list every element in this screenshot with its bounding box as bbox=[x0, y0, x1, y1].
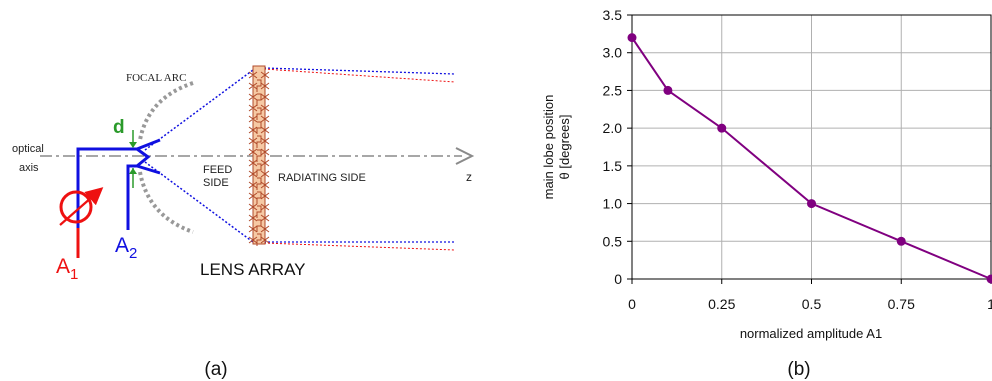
x-axis-label: normalized amplitude A1 bbox=[740, 326, 882, 341]
data-point bbox=[986, 274, 992, 284]
a2-label: A2 bbox=[115, 234, 137, 262]
feed-ray-lower bbox=[144, 161, 254, 243]
z-label: z bbox=[466, 170, 472, 184]
axis-label: axis bbox=[19, 162, 39, 174]
x-tick-label: 0.5 bbox=[802, 296, 822, 312]
y-tick-label: 0.5 bbox=[603, 233, 623, 249]
lens-array bbox=[248, 65, 270, 246]
data-point bbox=[627, 33, 637, 43]
phase-shifter-icon bbox=[59, 187, 104, 226]
caption-b: (b) bbox=[787, 359, 810, 380]
x-tick-label: 0.75 bbox=[888, 296, 915, 312]
y-axis-label-line2: θ [degrees] bbox=[557, 114, 572, 179]
feed-label: FEED bbox=[203, 164, 232, 176]
y-axis-label-line1: main lobe position bbox=[541, 95, 556, 200]
beam-upper-red bbox=[263, 68, 456, 83]
d-dimension-arrows bbox=[129, 130, 137, 188]
y-tick-label: 1.5 bbox=[603, 158, 623, 174]
feed-network bbox=[76, 138, 161, 258]
data-point bbox=[896, 236, 906, 246]
focal-arc-label: FOCAL ARC bbox=[126, 72, 186, 84]
x-tick-labels: 0 0.25 0.5 0.75 1 bbox=[628, 296, 992, 312]
side-label: SIDE bbox=[203, 177, 229, 189]
feed-a1-line bbox=[76, 147, 137, 255]
lens-array-diagram: FOCAL ARC d optical axis FEED SIDE RADIA… bbox=[12, 65, 475, 380]
focal-arc-lower bbox=[138, 171, 194, 234]
axis-arrow-icon bbox=[455, 147, 475, 165]
y-tick-label: 1.0 bbox=[603, 196, 623, 212]
radiating-side-label: RADIATING SIDE bbox=[278, 172, 366, 184]
chart-series bbox=[627, 33, 992, 284]
y-tick-label: 3.0 bbox=[603, 45, 623, 61]
lens-array-label: LENS ARRAY bbox=[200, 260, 306, 279]
y-tick-label: 3.5 bbox=[603, 7, 623, 23]
y-tick-label: 2.5 bbox=[603, 82, 623, 98]
y-tick-label: 0 bbox=[614, 271, 622, 287]
optical-label: optical bbox=[12, 143, 44, 155]
horn-icon bbox=[136, 138, 161, 175]
lens-delay-lines bbox=[256, 79, 262, 246]
feed-a2-line bbox=[126, 164, 137, 230]
y-tick-label: 2.0 bbox=[603, 120, 623, 136]
chart-grid bbox=[627, 14, 992, 284]
focal-arc-upper bbox=[138, 81, 194, 141]
data-point bbox=[717, 123, 727, 133]
caption-a: (a) bbox=[204, 359, 227, 380]
x-tick-label: 1 bbox=[987, 296, 992, 312]
series-line bbox=[631, 37, 992, 280]
data-point bbox=[807, 199, 816, 209]
data-point bbox=[663, 85, 673, 95]
y-tick-labels: 0 0.5 1.0 1.5 2.0 2.5 3.0 3.5 bbox=[603, 7, 623, 287]
x-tick-label: 0.25 bbox=[708, 296, 735, 312]
a1-label: A1 bbox=[56, 255, 78, 283]
lens-element-marks bbox=[248, 71, 270, 244]
d-label: d bbox=[113, 117, 125, 138]
x-tick-label: 0 bbox=[628, 296, 636, 312]
feed-ray-upper bbox=[144, 69, 254, 151]
plot-area-frame bbox=[631, 14, 992, 280]
beam-lower-red bbox=[263, 242, 456, 251]
chart: 0 0.5 1.0 1.5 2.0 2.5 3.0 3.5 0 0.25 0.5 0.75 1 nor… bbox=[541, 7, 992, 380]
